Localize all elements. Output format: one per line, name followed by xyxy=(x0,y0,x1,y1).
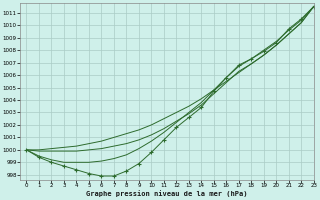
X-axis label: Graphe pression niveau de la mer (hPa): Graphe pression niveau de la mer (hPa) xyxy=(86,190,248,197)
